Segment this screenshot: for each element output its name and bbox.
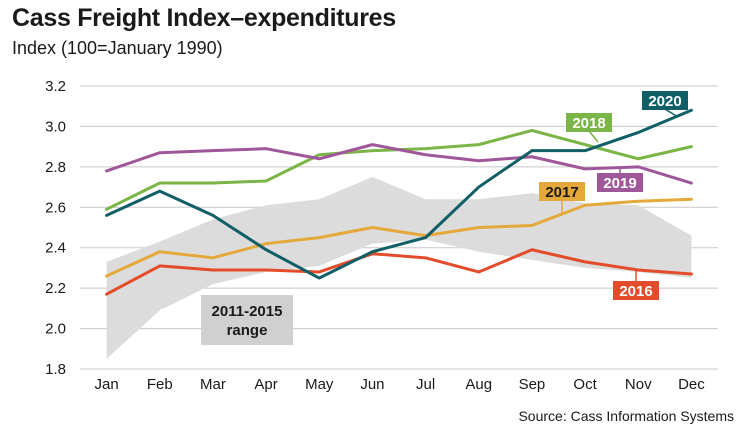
range-band-layer: 2011-2015 range (106, 176, 692, 359)
x-tick-label: Mar (200, 376, 226, 393)
range-band-label-line2: range (227, 322, 268, 339)
x-tick-label: Jul (416, 376, 435, 393)
series-label-box-2017 (539, 182, 585, 201)
series-line-2020 (105, 108, 693, 280)
series-line-2016 (105, 248, 693, 296)
range-band-2011-2015 (106, 176, 692, 359)
series-label-box-2020 (642, 91, 688, 110)
chart-subtitle: Index (100=January 1990) (12, 38, 223, 58)
series-label-2016: 2016 (619, 283, 652, 300)
x-tick-label: Aug (465, 376, 492, 393)
y-tick-label: 2.2 (45, 280, 66, 297)
series-label-leader-2018 (588, 130, 599, 143)
y-axis: 1.8 2.0 2.2 2.4 2.6 2.8 3.0 3.2 (45, 78, 66, 378)
y-tick-label: 1.8 (45, 361, 66, 378)
series-label-2019: 2019 (603, 175, 636, 192)
x-tick-label: Oct (573, 376, 597, 393)
source-note: Source: Cass Information Systems (518, 408, 734, 424)
series-labels: 2016 2017 2018 2019 2020 (539, 91, 688, 300)
series-layer (105, 108, 693, 296)
y-tick-label: 3.0 (45, 118, 66, 135)
series-label-leader-2020 (664, 108, 679, 118)
y-tick-label: 3.2 (45, 78, 66, 95)
y-tick-label: 2.8 (45, 159, 66, 176)
x-tick-label: Jan (94, 376, 118, 393)
x-tick-label: Nov (625, 376, 652, 393)
series-label-2017: 2017 (545, 184, 578, 201)
x-tick-label: Jun (360, 376, 384, 393)
chart-title: Cass Freight Index–expenditures (12, 4, 396, 32)
y-tick-label: 2.0 (45, 321, 66, 338)
series-label-box-2019 (597, 173, 643, 192)
y-tick-label: 2.4 (45, 240, 66, 257)
range-band-label-box (201, 295, 293, 345)
x-axis: Jan Feb Mar Apr May Jun Jul Aug Sep Oct Nov Dec (94, 376, 705, 393)
x-tick-label: Apr (254, 376, 277, 393)
x-tick-label: Feb (147, 376, 173, 393)
series-line-2017 (105, 197, 693, 278)
series-label-box-2016 (613, 281, 659, 300)
y-tick-label: 2.6 (45, 199, 66, 216)
range-band-label-line1: 2011-2015 (212, 303, 283, 320)
series-label-2018: 2018 (572, 115, 605, 132)
x-tick-label: May (305, 376, 334, 393)
series-label-box-2018 (566, 113, 612, 132)
x-tick-label: Dec (678, 376, 705, 393)
x-tick-label: Sep (519, 376, 546, 393)
series-label-2020: 2020 (648, 93, 681, 110)
series-line-2019 (105, 143, 693, 185)
